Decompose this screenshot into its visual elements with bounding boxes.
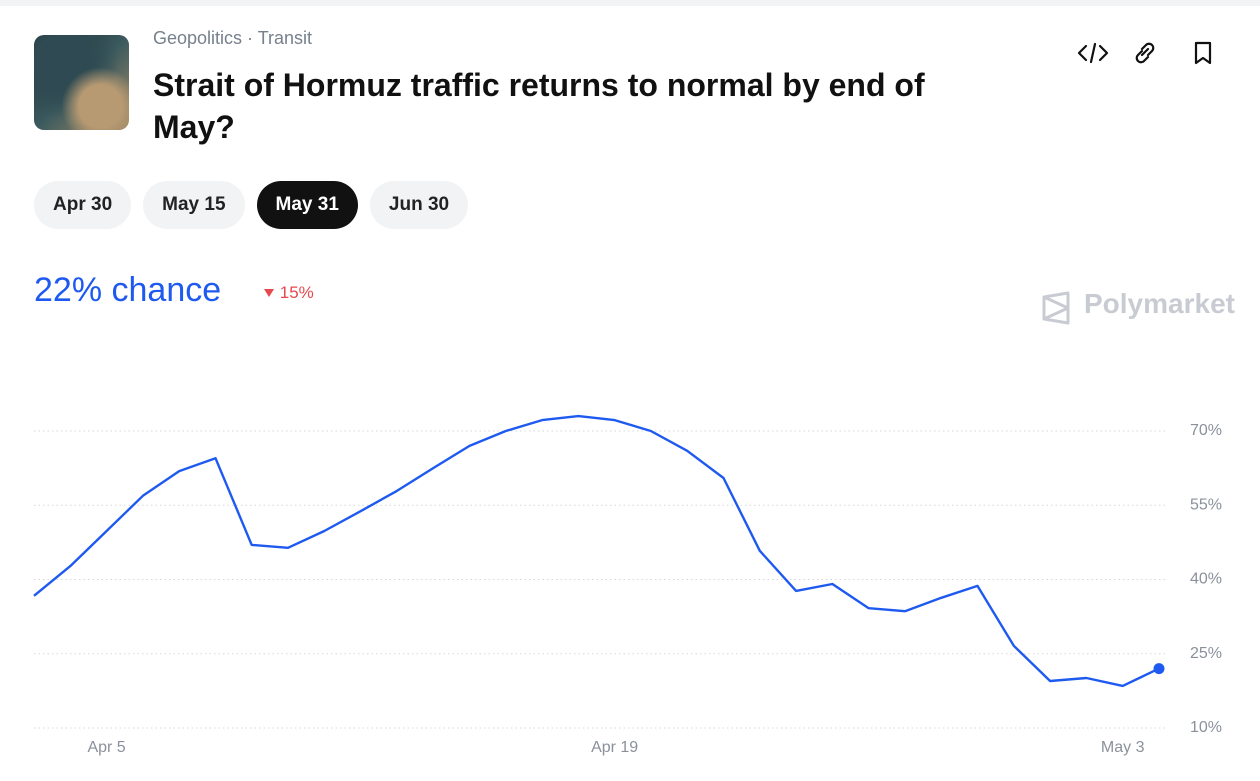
x-tick-label: Apr 5 [87, 739, 125, 756]
y-tick-label: 70% [1190, 422, 1222, 439]
y-tick-label: 55% [1190, 496, 1222, 513]
end-point [1154, 663, 1165, 674]
x-tick-label: Apr 19 [591, 739, 638, 756]
chart: 10% 25% 40% 55% 70% Apr 5 Apr 19 May 3 [0, 6, 1260, 781]
y-tick-label: 25% [1190, 645, 1222, 662]
x-tick-label: May 3 [1101, 739, 1145, 756]
page: Geopolitics · Transit Strait of Hormuz t… [0, 0, 1260, 781]
y-tick-label: 40% [1190, 571, 1222, 588]
y-tick-label: 10% [1190, 719, 1222, 736]
line [34, 416, 1159, 686]
